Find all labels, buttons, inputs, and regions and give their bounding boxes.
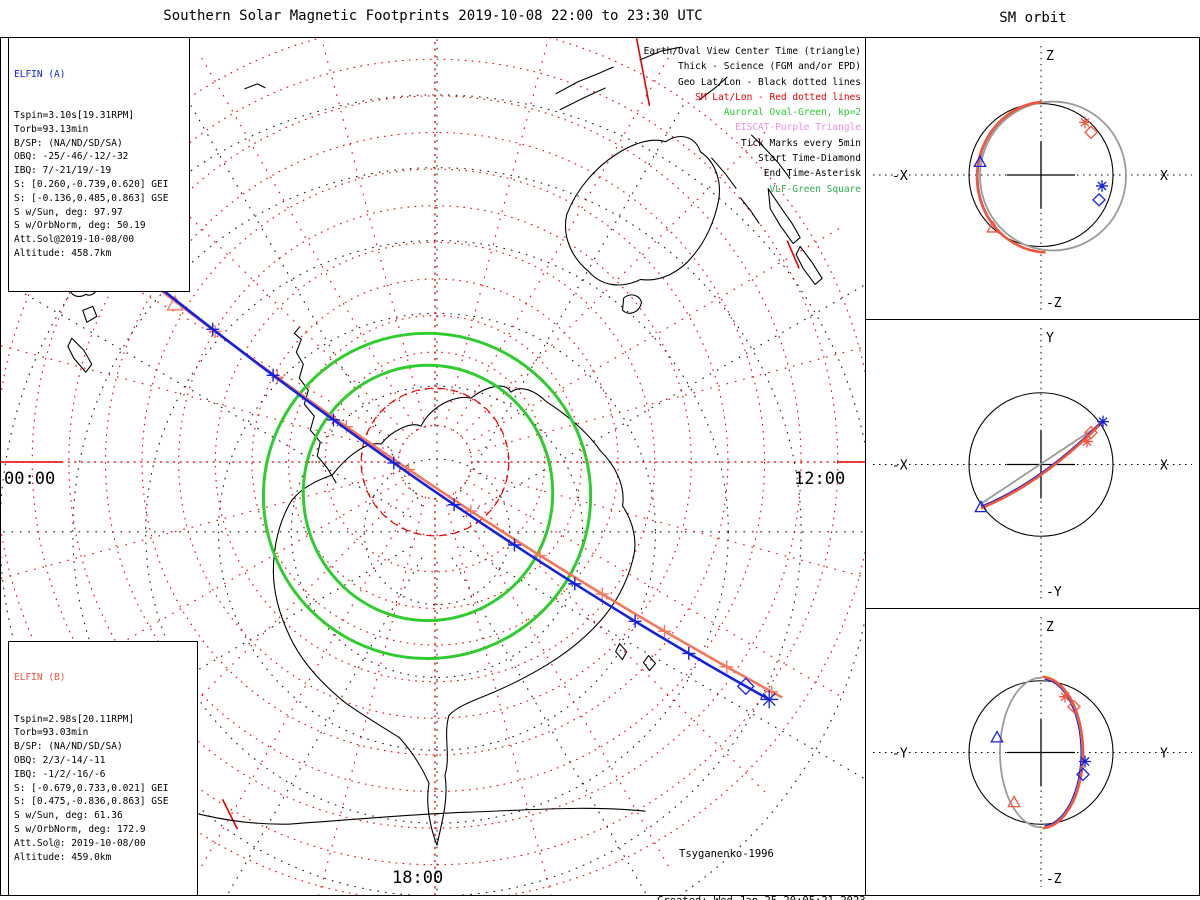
legend-line: Start Time-Diamond [758,153,861,165]
elfin-a-lines: Tspin=3.10s[19.31RPM] Torb=93.13min B/SP: … [14,109,186,261]
axis-label-left: -X [892,459,908,474]
orbit-panel-title: SM orbit [999,10,1067,26]
map-legend: Earth/Oval View Center Time (triangle) Th… [644,44,861,197]
axis-label-right: X [1160,459,1168,474]
legend-line: Auroral Oval-Green, kp=2 [723,107,861,119]
legend-line: End Time-Asterisk [763,168,861,180]
legend-line: SM Lat/Lon - Red dotted lines [695,91,861,103]
elfin-b-lines: Tspin=2.98s[20.11RPM] Torb=93.03min B/SP: … [14,713,194,865]
axis-label-top: Z [1046,620,1054,635]
earth-circle [968,680,1114,825]
sm-orbit-panel-zy: Z -Z -Y Y [865,608,1200,896]
elfin-b-line: B/SP: (NA/ND/SD/SA) [14,741,123,753]
axis-label-top: Z [1046,49,1054,64]
mlt-label-1200: 12:00 [794,469,846,489]
elfin-a-line: S: [-0.136,0.485,0.863] GSE [14,192,169,204]
orbit-plot-canvas: Y -Y -X X [873,327,1192,600]
earth-cross [1007,141,1075,209]
axis-label-right: X [1160,169,1168,184]
legend-line: VLF-Green Square [769,183,861,195]
footprint-map: Earth/Oval View Center Time (triangle) Th… [0,37,866,900]
created-timestamp: Created: Wed Jan 25 20:05:21 2023 [657,894,866,900]
sm-orbit-panel-yx: Y -Y -X X [865,319,1200,609]
elfin-a-line: Torb=93.13min [14,123,89,135]
elfin-a-line: B/SP: (NA/ND/SD/SA) [14,137,123,149]
elfin-b-line: S: [-0.679,0.733,0.021] GEI [14,782,169,794]
elfin-a-line: OBQ: -25/-46/-12/-32 [14,151,129,163]
elfin-b-line: S w/Sun, deg: 61.36 [14,810,123,822]
footer-annotations: Tsyganenko-1996 Created: Wed Jan 25 20:0… [657,816,866,900]
mlt-label-1800: 18:00 [392,868,444,888]
axis-label-right: Y [1160,747,1168,762]
elfin-b-infobox: ELFIN (B) Tspin=2.98s[20.11RPM] Torb=93.0… [8,640,198,896]
elfin-b-line: Torb=93.03min [14,727,89,739]
elfin-b-title: ELFIN (B) [14,672,66,684]
map-title: Southern Solar Magnetic Footprints 2019-… [163,8,703,24]
orbit-plot-canvas: Z -Z -X X [873,45,1192,311]
axis-label-left: -Y [892,747,908,762]
elfin-b-line: S w/OrbNorm, deg: 172.9 [14,824,146,836]
map-canvas [1,38,865,895]
legend-line: Thick - Science (FGM and/or EPD) [677,61,861,73]
elfin-a-line: S w/Sun, deg: 97.97 [14,206,123,218]
auroral-oval [261,331,593,661]
model-label: Tsyganenko-1996 [679,848,774,860]
elfin-a-line: Tspin=3.10s[19.31RPM] [14,109,135,121]
orbit-plot-canvas: Z -Z -Y Y [873,616,1192,887]
elfin-b-line: Att.Sol@: 2019-10-08/00 [14,837,146,849]
legend-line: Earth/Oval View Center Time (triangle) [643,46,861,57]
footprint-track [84,229,783,699]
elfin-a-line: Att.Sol@2019-10-08/00 [14,234,135,246]
mlt-label-0000: 00:00 [4,469,56,489]
earth-cross [1007,718,1075,787]
elfin-a-infobox: ELFIN (A) Tspin=3.10s[19.31RPM] Torb=93.1… [8,37,190,293]
elfin-a-line: Altitude: 458.7km [14,247,112,259]
legend-line: Geo Lat/Lon - Black dotted lines [677,76,861,88]
elfin-a-title: ELFIN (A) [14,68,66,80]
elfin-b-line: S: [0.475,-0.836,0.863] GSE [14,796,169,808]
axis-label-bottom: -Z [1046,872,1062,887]
axis-label-bottom: -Z [1046,296,1062,311]
elfin-a-line: S w/OrbNorm, deg: 50.19 [14,220,146,232]
axis-label-left: -X [892,169,908,184]
elfin-a-line: IBQ: 7/-21/19/-19 [14,165,112,177]
elfin-b-line: OBQ: 2/3/-14/-11 [14,755,106,767]
elfin-b-line: Tspin=2.98s[20.11RPM] [14,713,135,725]
earth-circle [968,102,1114,248]
earth-circle [968,392,1114,537]
sm-orbit-panel-zx: Z -Z -X X [865,37,1200,320]
axis-label-bottom: -Y [1046,585,1062,600]
elfin-a-line: S: [0.260,-0.739,0.620] GEI [14,178,169,190]
axis-label-top: Y [1046,331,1054,346]
elfin-b-line: IBQ: -1/2/-16/-6 [14,768,106,780]
legend-line: Tick Marks every 5min [740,137,861,149]
legend-line: EISCAT-Purple Triangle [735,122,861,134]
elfin-b-line: Altitude: 459.0km [14,851,112,863]
